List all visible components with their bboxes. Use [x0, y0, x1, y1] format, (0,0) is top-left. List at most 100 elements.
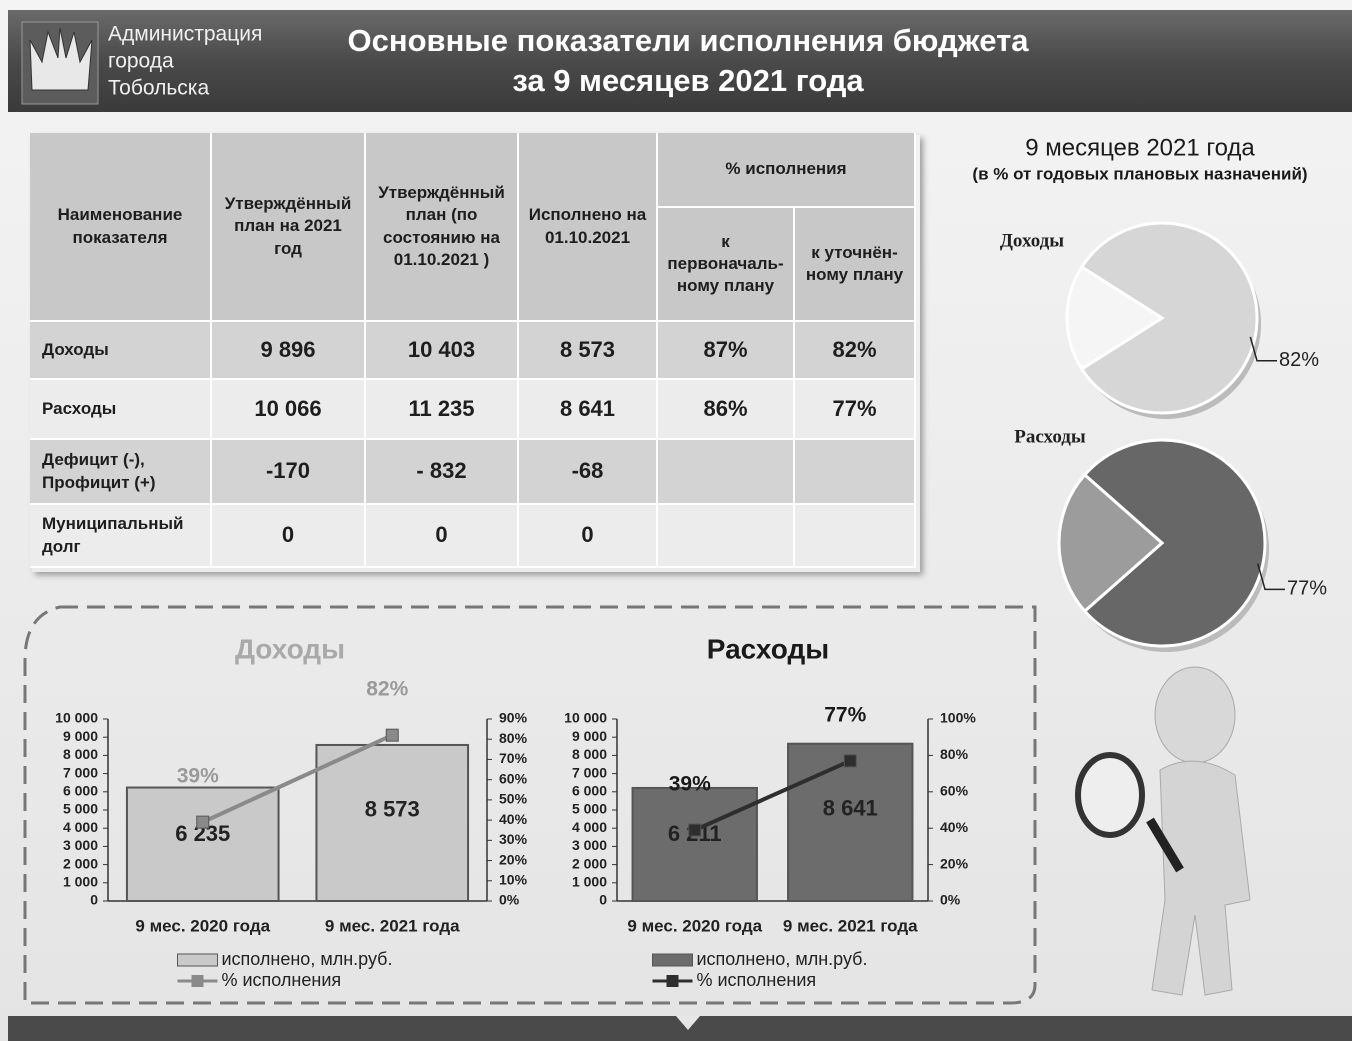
row-label: Расходы: [30, 380, 212, 440]
y2-tick-label: 0%: [499, 892, 520, 908]
y2-tick-label: 80%: [940, 746, 969, 762]
line-label: 77%: [824, 703, 866, 726]
table-cell: 86%: [658, 380, 795, 440]
table-cell: [795, 505, 916, 568]
y-tick-label: 10 000: [55, 710, 98, 726]
y-tick-label: 5 000: [572, 801, 607, 817]
table-cell: 8 641: [519, 380, 658, 440]
page-title: Основные показатели исполнения бюджета: [348, 23, 1030, 58]
y2-tick-label: 20%: [499, 851, 528, 867]
y-tick-label: 6 000: [572, 783, 607, 799]
page: Администрация города Тобольска Основные …: [0, 0, 1352, 1041]
chart-title: Доходы: [235, 633, 345, 664]
y-tick-label: 4 000: [572, 819, 607, 835]
legend-swatch: [178, 954, 218, 966]
y2-tick-label: 40%: [940, 819, 969, 835]
table-cell: 10 403: [366, 322, 519, 380]
line-label: 39%: [177, 765, 219, 788]
y2-tick-label: 0%: [940, 892, 961, 908]
y2-tick-label: 90%: [499, 710, 528, 726]
table-cell: 10 066: [212, 380, 366, 440]
table-cell: 11 235: [366, 380, 519, 440]
bar-label: 8 641: [823, 796, 878, 821]
org-line: города: [108, 50, 174, 73]
table-cell: [795, 440, 916, 505]
logo: [22, 22, 98, 104]
table-header-cell: Утверждённый план на 2021 год: [212, 133, 366, 322]
line-marker: [844, 755, 856, 767]
y2-tick-label: 100%: [940, 710, 976, 726]
legend-swatch: [653, 954, 693, 966]
table-cell: - 832: [366, 440, 519, 505]
y-tick-label: 9 000: [572, 728, 607, 744]
x-tick-label: 9 мес. 2020 года: [135, 916, 270, 935]
y-tick-label: 7 000: [63, 764, 98, 780]
y2-tick-label: 60%: [940, 783, 969, 799]
row-label: Дефицит (-), Профицит (+): [30, 440, 212, 505]
line-label: 82%: [366, 678, 408, 701]
table-header-cell: Наименование показателя: [30, 133, 212, 322]
y-tick-label: 6 000: [63, 783, 98, 799]
magnifier-lens: [1078, 755, 1142, 835]
y-tick-label: 8 000: [63, 746, 98, 762]
bar-label: 8 573: [365, 796, 420, 821]
table-cell: 0: [519, 505, 658, 568]
line-marker: [689, 824, 701, 836]
y-tick-label: 0: [90, 892, 98, 908]
table-header-cell: к первоначаль-ному плану: [658, 208, 795, 322]
table-header-cell: % исполнения: [658, 133, 916, 208]
legend-swatch: [192, 975, 204, 987]
y-tick-label: 2 000: [63, 855, 98, 871]
table-cell: [658, 440, 795, 505]
org-line: Администрация: [108, 23, 262, 46]
data-label: 77%: [1287, 578, 1327, 600]
legend-label: исполнено, млн.руб.: [697, 949, 868, 969]
page-title: за 9 месяцев 2021 года: [512, 63, 864, 98]
table-cell: 9 896: [212, 322, 366, 380]
y2-tick-label: 40%: [499, 811, 528, 827]
y2-tick-label: 50%: [499, 791, 528, 807]
line-marker: [386, 729, 398, 741]
y2-tick-label: 30%: [499, 831, 528, 847]
bar: [316, 745, 468, 901]
y-tick-label: 9 000: [63, 728, 98, 744]
table-cell: 82%: [795, 322, 916, 380]
row-label: Муниципальный долг: [30, 505, 212, 568]
pie-title: Расходы: [1014, 426, 1086, 447]
chart-title: Расходы: [707, 633, 829, 664]
y-tick-label: 5 000: [63, 801, 98, 817]
y2-tick-label: 10%: [499, 871, 528, 887]
table-cell: 0: [212, 505, 366, 568]
x-tick-label: 9 мес. 2020 года: [627, 916, 762, 935]
table-header-cell: Исполнено на 01.10.2021: [519, 133, 658, 322]
legend-swatch: [667, 975, 679, 987]
legend-label: % исполнения: [222, 970, 342, 990]
table-cell: 87%: [658, 322, 795, 380]
line-label: 39%: [669, 773, 711, 796]
table-cell: 0: [366, 505, 519, 568]
y-tick-label: 3 000: [63, 837, 98, 853]
table-cell: [658, 505, 795, 568]
y-tick-label: 7 000: [572, 764, 607, 780]
y2-tick-label: 60%: [499, 770, 528, 786]
y2-tick-label: 80%: [499, 730, 528, 746]
figure-head: [1155, 667, 1235, 763]
y-tick-label: 3 000: [572, 837, 607, 853]
data-label: 82%: [1279, 349, 1319, 371]
table-header-cell: Утверждённый план (по состоянию на 01.10…: [366, 133, 519, 322]
row-label: Доходы: [30, 322, 212, 380]
org-line: Тобольска: [108, 77, 209, 100]
table-cell: 8 573: [519, 322, 658, 380]
y2-tick-label: 70%: [499, 750, 528, 766]
y-tick-label: 8 000: [572, 746, 607, 762]
table-cell: -170: [212, 440, 366, 505]
y-tick-label: 10 000: [564, 710, 607, 726]
y-tick-label: 1 000: [572, 874, 607, 890]
y-tick-label: 2 000: [572, 855, 607, 871]
pie-section-title: 9 месяцев 2021 года: [1025, 134, 1255, 161]
line-marker: [197, 816, 209, 828]
legend-label: % исполнения: [697, 970, 817, 990]
pie-title: Доходы: [1000, 230, 1064, 251]
table-cell: -68: [519, 440, 658, 505]
pie-section-subtitle: (в % от годовых плановых назначений): [972, 164, 1307, 183]
